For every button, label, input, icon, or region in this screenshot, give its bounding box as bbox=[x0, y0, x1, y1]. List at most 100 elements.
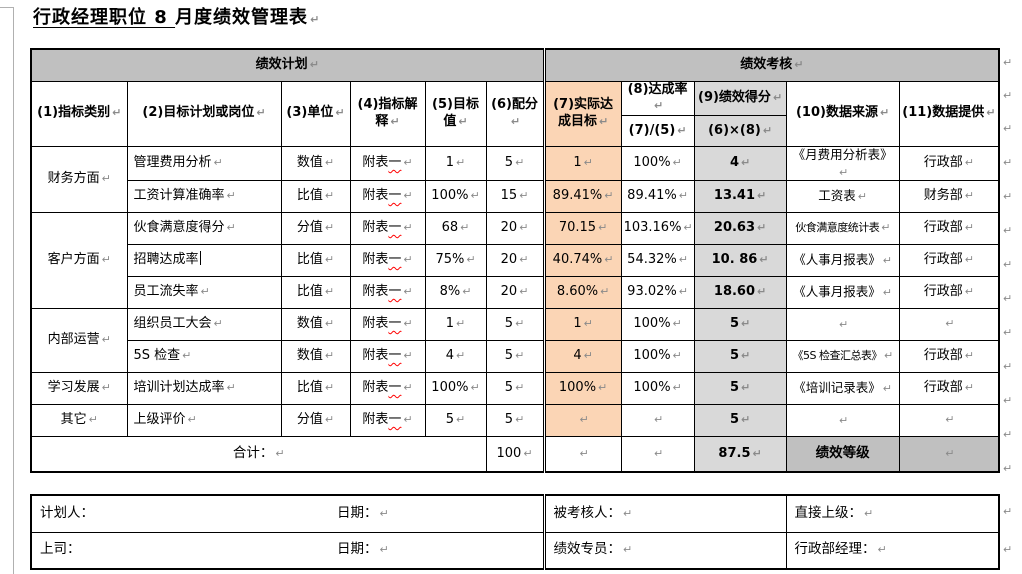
score-cell: 4 ↵ bbox=[693, 146, 787, 181]
column-header-unit: (3)单位 ↵ bbox=[280, 80, 351, 148]
column-header-achievement-rate: (8)达成率↵ bbox=[620, 80, 695, 117]
actual-cell: 8.60% ↵ bbox=[542, 275, 622, 309]
weight-cell: 20 ↵ bbox=[485, 275, 545, 309]
column-header-indicator-explanation: (4)指标解释 ↵ bbox=[349, 80, 426, 148]
goal-cell: 组织员工大会 ↵ bbox=[126, 307, 282, 341]
reference-cell: 附表一 ↵ bbox=[349, 243, 426, 277]
score-cell: 10. 86 ↵ bbox=[693, 243, 787, 277]
column-header-performance-score: (9)绩效得分 ↵ bbox=[693, 80, 787, 117]
provider-cell: 财务部 ↵ bbox=[898, 179, 1000, 213]
provider-cell: 行政部 ↵ bbox=[898, 243, 1000, 277]
signature-table: 计划人： 日期： ↵ 被考核人： ↵ 直接上级： ↵ 上司： 日期： ↵ 绩效专员： ↵ 行政… bbox=[30, 494, 1000, 570]
reference-cell: 附表一 ↵ bbox=[349, 146, 426, 181]
paragraph-mark: ↵ bbox=[794, 57, 804, 71]
page-boundary-line bbox=[13, 7, 14, 574]
score-cell: 20.63 ↵ bbox=[693, 211, 787, 245]
rate-cell: 103.16% ↵ bbox=[620, 211, 695, 245]
unit-cell: 分值 ↵ bbox=[280, 403, 351, 437]
rate-cell: 100% ↵ bbox=[620, 307, 695, 341]
weight-cell: 5 ↵ bbox=[485, 339, 545, 373]
unit-cell: 数值 ↵ bbox=[280, 146, 351, 181]
page-title: 行政经理职位 8 月度绩效管理表 ↵ bbox=[33, 3, 320, 29]
unit-cell: 比值 ↵ bbox=[280, 179, 351, 213]
total-actual: ↵ bbox=[542, 435, 622, 473]
source-cell: 《人事月报表》 ↵ bbox=[785, 275, 900, 309]
table-row: 计划人： 日期： ↵ 被考核人： ↵ 直接上级： ↵ bbox=[30, 494, 1000, 533]
reference-cell: 附表一 ↵ bbox=[349, 371, 426, 405]
actual-cell: 100% ↵ bbox=[542, 371, 622, 405]
row-end-mark: ↵ bbox=[1003, 292, 1013, 305]
weight-cell: 5 ↵ bbox=[485, 146, 545, 181]
score-cell: 5 ↵ bbox=[693, 339, 787, 373]
actual-cell: ↵ bbox=[542, 403, 622, 437]
spellcheck-squiggle: 一 bbox=[388, 155, 402, 171]
performance-grade-value: ↵ bbox=[898, 435, 1000, 473]
table-row: 招聘达成率 比值 ↵ 附表一 ↵ 75% ↵ 20 ↵ 40.74% ↵ 54.32% ↵ … bbox=[31, 243, 1000, 277]
column-header-weight: (6)配分↵ bbox=[485, 80, 545, 148]
row-end-mark: ↵ bbox=[1003, 428, 1013, 441]
target-cell: 100% ↵ bbox=[424, 371, 487, 405]
rate-cell: 93.02% ↵ bbox=[620, 275, 695, 309]
unit-cell: 数值 ↵ bbox=[280, 307, 351, 341]
actual-cell: 1 ↵ bbox=[542, 146, 622, 181]
row-end-mark: ↵ bbox=[1003, 224, 1013, 237]
column-header-score-formula: (6)×(8) ↵ bbox=[693, 115, 787, 148]
row-end-mark: ↵ bbox=[1003, 156, 1013, 169]
goal-cell[interactable]: 招聘达成率 bbox=[126, 243, 282, 277]
performance-table: 绩效计划 ↵ 绩效考核 ↵ (1)指标类别 ↵ (2)目标计划或岗位 ↵ (3)单位 ↵ … bbox=[30, 48, 1001, 474]
table-row: 员工流失率 ↵ 比值 ↵ 附表一 ↵ 8% ↵ 20 ↵ 8.60% ↵ 93.02% ↵ 1… bbox=[31, 275, 1000, 309]
source-cell: ↵ bbox=[785, 307, 900, 341]
unit-cell: 比值 ↵ bbox=[280, 243, 351, 277]
row-end-mark: ↵ bbox=[1003, 190, 1013, 203]
category-finance: 财务方面 ↵ bbox=[30, 146, 128, 213]
spellcheck-squiggle: 一 bbox=[388, 283, 402, 299]
actual-cell: 40.74% ↵ bbox=[542, 243, 622, 277]
unit-cell: 分值 ↵ bbox=[280, 211, 351, 245]
actual-cell: 1 ↵ bbox=[542, 307, 622, 341]
spellcheck-squiggle: 一 bbox=[388, 379, 402, 395]
goal-cell: 上级评价 ↵ bbox=[126, 403, 282, 437]
column-header-indicator-category: (1)指标类别 ↵ bbox=[30, 80, 128, 148]
row-end-mark: ↵ bbox=[1003, 89, 1013, 102]
target-cell: 1 ↵ bbox=[424, 146, 487, 181]
score-cell: 5 ↵ bbox=[693, 403, 787, 437]
table-row: 财务方面 ↵ 管理费用分析 ↵ 数值 ↵ 附表一 ↵ 1 ↵ 5 ↵ 1 ↵ 100% ↵ 4 ↵… bbox=[30, 146, 1000, 213]
provider-cell: ↵ bbox=[898, 307, 1000, 341]
score-cell: 13.41 ↵ bbox=[693, 179, 787, 213]
total-score: 87.5 ↵ bbox=[693, 435, 787, 473]
text-cursor bbox=[199, 251, 201, 266]
target-cell: 8% ↵ bbox=[424, 275, 487, 309]
actual-cell: 70.15 ↵ bbox=[542, 211, 622, 245]
goal-cell: 伙食满意度得分 ↵ bbox=[126, 211, 282, 245]
rate-cell: 100% ↵ bbox=[620, 146, 695, 181]
table-row: 内部运营 ↵ 组织员工大会 ↵ 数值 ↵ 附表一 ↵ 1 ↵ 5 ↵ 1 ↵ 100% ↵ 5 ↵… bbox=[30, 307, 1000, 373]
provider-cell: 行政部 ↵ bbox=[898, 275, 1000, 309]
direct-superior-cell: 直接上级： ↵ bbox=[785, 494, 1000, 533]
target-cell: 4 ↵ bbox=[424, 339, 487, 373]
source-cell: 工资表 ↵ bbox=[785, 179, 900, 213]
actual-cell: 89.41% ↵ bbox=[542, 179, 622, 213]
table-row: 上司： 日期： ↵ 绩效专员： ↵ 行政部经理： ↵ bbox=[30, 531, 1000, 570]
source-cell: ↵ bbox=[785, 403, 900, 437]
spellcheck-squiggle: 一 bbox=[388, 251, 402, 267]
weight-cell: 5 ↵ bbox=[485, 371, 545, 405]
performance-grade-label: 绩效等级 bbox=[785, 435, 900, 473]
section-header-assessment: 绩效考核 ↵ bbox=[542, 48, 1000, 82]
title-month: 8 bbox=[147, 7, 176, 28]
goal-cell: 员工流失率 ↵ bbox=[126, 275, 282, 309]
reference-cell: 附表一 ↵ bbox=[349, 307, 426, 341]
provider-cell: 行政部 ↵ bbox=[898, 146, 1000, 181]
admin-manager-cell: 行政部经理： ↵ bbox=[785, 531, 1000, 570]
reference-cell: 附表一 ↵ bbox=[349, 403, 426, 437]
reference-cell: 附表一 ↵ bbox=[349, 211, 426, 245]
target-cell: 1 ↵ bbox=[424, 307, 487, 341]
unit-cell: 比值 ↵ bbox=[280, 371, 351, 405]
row-end-mark: ↵ bbox=[1003, 505, 1013, 518]
provider-cell: 行政部 ↵ bbox=[898, 339, 1000, 373]
rate-cell: 54.32% ↵ bbox=[620, 243, 695, 277]
total-label: 合计： ↵ bbox=[30, 435, 487, 473]
row-end-mark: ↵ bbox=[1003, 543, 1013, 556]
source-cell: 《人事月报表》 ↵ bbox=[785, 243, 900, 277]
provider-cell: ↵ bbox=[898, 403, 1000, 437]
